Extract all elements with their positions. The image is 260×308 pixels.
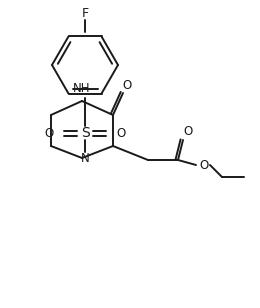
Text: N: N: [81, 152, 89, 164]
Text: O: O: [183, 124, 193, 137]
Text: O: O: [44, 127, 54, 140]
Text: NH: NH: [73, 82, 91, 95]
Text: O: O: [122, 79, 132, 91]
Text: O: O: [116, 127, 126, 140]
Text: O: O: [199, 159, 209, 172]
Text: S: S: [81, 126, 89, 140]
Text: F: F: [81, 6, 89, 19]
